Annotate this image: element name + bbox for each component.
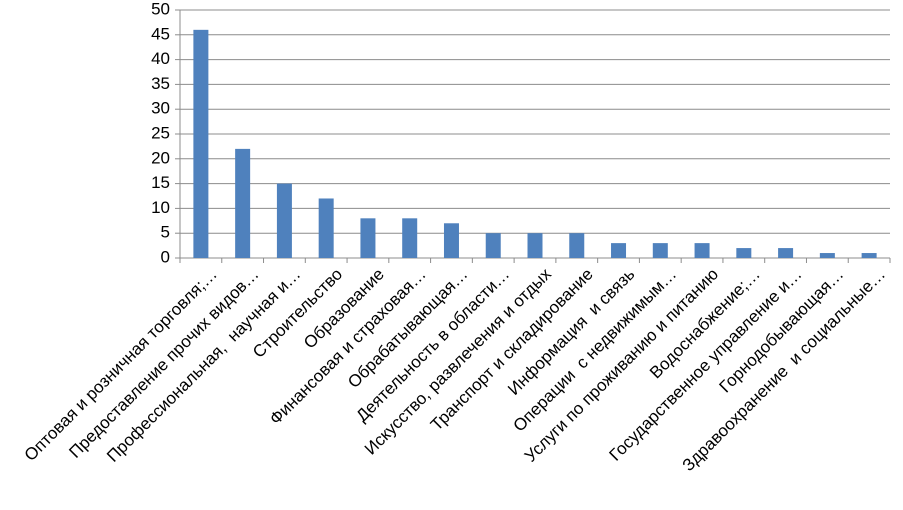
y-tick-label: 5 bbox=[161, 223, 170, 242]
y-tick-label: 40 bbox=[151, 49, 170, 68]
y-tick-label: 20 bbox=[151, 148, 170, 167]
bar bbox=[527, 233, 543, 258]
bar bbox=[485, 233, 501, 258]
y-tick-label: 25 bbox=[151, 123, 170, 142]
bar bbox=[360, 218, 376, 258]
bar bbox=[611, 243, 627, 258]
y-tick-label: 45 bbox=[151, 24, 170, 43]
bar bbox=[443, 223, 459, 258]
bar bbox=[318, 198, 334, 258]
bar bbox=[276, 183, 292, 258]
bar bbox=[652, 243, 668, 258]
bar bbox=[736, 248, 752, 258]
bar bbox=[819, 253, 835, 258]
y-tick-label: 50 bbox=[151, 0, 170, 18]
y-tick-label: 30 bbox=[151, 99, 170, 118]
bar bbox=[569, 233, 585, 258]
bar bbox=[861, 253, 877, 258]
bar bbox=[193, 29, 209, 259]
y-tick-label: 35 bbox=[151, 74, 170, 93]
bar bbox=[778, 248, 794, 258]
x-tick-label: Предоставление прочих видов… bbox=[65, 265, 262, 462]
y-tick-label: 15 bbox=[151, 173, 170, 192]
y-tick-label: 10 bbox=[151, 198, 170, 217]
bar bbox=[235, 148, 251, 258]
y-tick-label: 0 bbox=[161, 247, 170, 266]
bar bbox=[402, 218, 418, 258]
bar bbox=[694, 243, 710, 258]
